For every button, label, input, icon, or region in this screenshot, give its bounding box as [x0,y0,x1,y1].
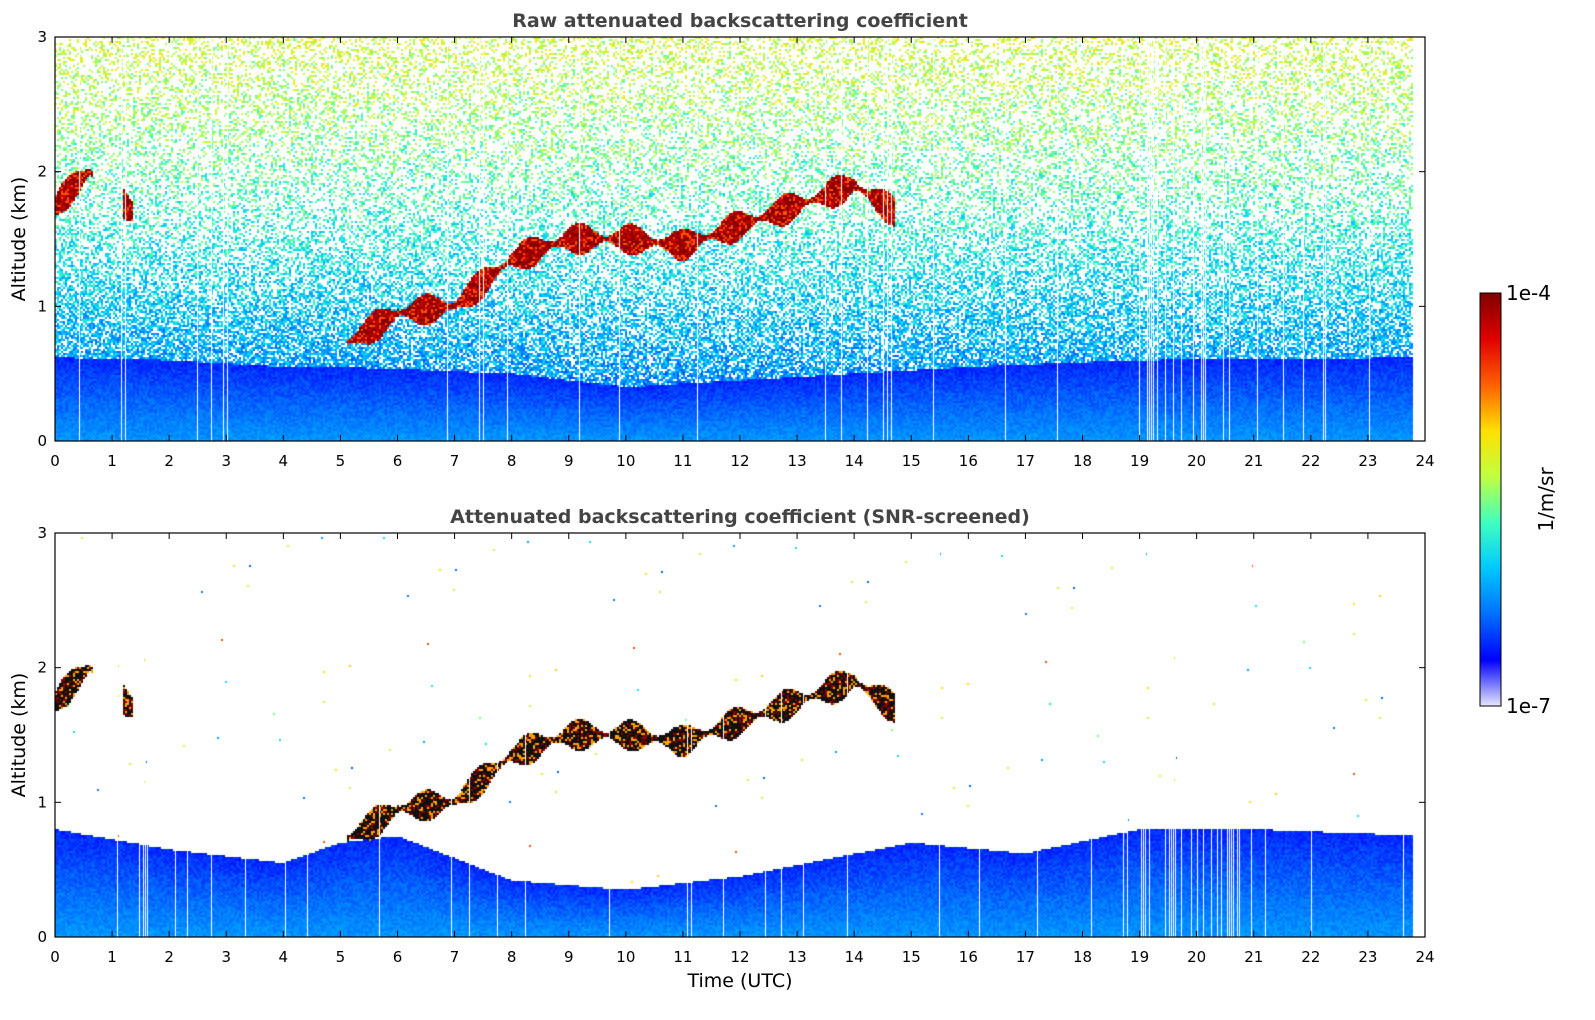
x-tick-label: 0 [50,948,60,966]
y-tick-label: 3 [37,28,47,46]
x-tick-label: 14 [845,452,864,470]
x-tick-label: 9 [564,948,574,966]
x-tick-label: 13 [788,452,807,470]
x-tick-label: 10 [616,452,635,470]
x-tick-label: 19 [1130,452,1149,470]
x-tick-label: 17 [1016,948,1035,966]
x-tick-label: 3 [221,948,231,966]
x-tick-label: 11 [673,452,692,470]
x-axis-label: Time (UTC) [686,970,792,992]
x-tick-label: 23 [1358,452,1377,470]
x-tick-label: 21 [1244,948,1263,966]
x-tick-label: 20 [1187,948,1206,966]
y-tick-label: 1 [37,297,47,315]
x-tick-label: 6 [393,948,403,966]
x-tick-label: 10 [616,948,635,966]
x-tick-label: 5 [336,948,346,966]
heatmap-raster [55,37,1425,441]
x-tick-label: 7 [450,948,460,966]
panel-2: Attenuated backscattering coefficient (S… [8,506,1435,992]
y-tick-label: 1 [37,793,47,811]
x-tick-label: 22 [1301,452,1320,470]
x-tick-label: 18 [1073,452,1092,470]
x-tick-label: 23 [1358,948,1377,966]
panel-title: Raw attenuated backscattering coefficien… [512,10,968,32]
x-tick-label: 24 [1415,452,1434,470]
x-tick-label: 16 [959,452,978,470]
x-tick-label: 21 [1244,452,1263,470]
x-tick-label: 2 [164,452,174,470]
x-tick-label: 2 [164,948,174,966]
x-tick-label: 13 [788,948,807,966]
colorbar: 1e-4 1e-7 1/m/sr [1479,281,1558,718]
x-tick-label: 18 [1073,948,1092,966]
x-tick-label: 14 [845,948,864,966]
panel-title: Attenuated backscattering coefficient (S… [450,506,1030,528]
x-tick-label: 15 [902,452,921,470]
colorbar-unit-label: 1/m/sr [1534,467,1558,532]
panel-1: Raw attenuated backscattering coefficien… [8,10,1435,470]
x-tick-label: 3 [221,452,231,470]
x-tick-label: 8 [507,948,517,966]
x-tick-label: 15 [902,948,921,966]
x-tick-label: 1 [107,948,117,966]
y-tick-label: 2 [37,659,47,677]
x-tick-label: 5 [336,452,346,470]
x-tick-label: 17 [1016,452,1035,470]
x-tick-label: 19 [1130,948,1149,966]
x-tick-label: 6 [393,452,403,470]
y-tick-label: 3 [37,524,47,542]
x-tick-label: 12 [730,948,749,966]
y-axis-label: Altitude (km) [8,177,30,302]
x-tick-label: 24 [1415,948,1434,966]
y-axis-label: Altitude (km) [8,673,30,798]
x-tick-label: 0 [50,452,60,470]
x-tick-label: 22 [1301,948,1320,966]
x-tick-label: 4 [279,948,289,966]
x-tick-label: 1 [107,452,117,470]
x-tick-label: 11 [673,948,692,966]
colorbar-min-label: 1e-7 [1506,694,1551,718]
x-tick-label: 9 [564,452,574,470]
heatmap-raster [55,533,1425,937]
x-tick-label: 16 [959,948,978,966]
x-tick-label: 7 [450,452,460,470]
y-tick-label: 0 [37,928,47,946]
x-tick-label: 20 [1187,452,1206,470]
y-tick-label: 0 [37,432,47,450]
x-tick-label: 12 [730,452,749,470]
colorbar-gradient [1479,292,1502,707]
colorbar-max-label: 1e-4 [1506,281,1551,305]
y-tick-label: 2 [37,163,47,181]
x-tick-label: 4 [279,452,289,470]
x-tick-label: 8 [507,452,517,470]
